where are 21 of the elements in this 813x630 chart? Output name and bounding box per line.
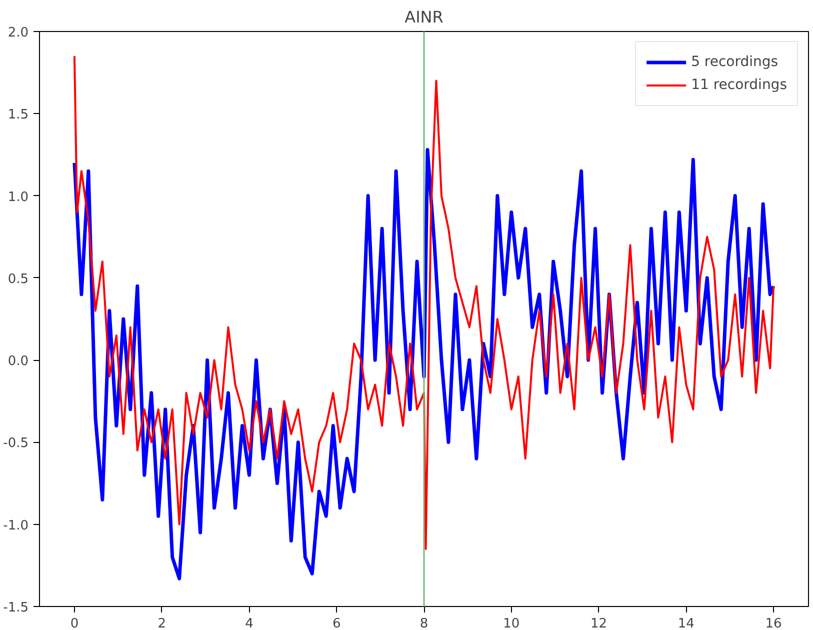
x-tick-label: 14: [678, 616, 694, 630]
x-tick-label: 4: [245, 616, 254, 630]
legend-label: 11 recordings: [691, 77, 787, 93]
y-tick-label: 2.0: [8, 26, 29, 40]
y-tick-label: 0.0: [8, 354, 29, 370]
x-tick-label: 2: [158, 616, 166, 630]
y-tick-label: 1.5: [8, 108, 29, 123]
x-tick-label: 6: [332, 616, 341, 630]
legend-label: 5 recordings: [691, 54, 778, 70]
x-tick-label: 0: [70, 616, 79, 630]
y-tick-label: -0.5: [3, 436, 29, 452]
line-series: [72, 148, 776, 580]
chart-title: AINR: [404, 8, 444, 26]
y-tick-label: -1.0: [3, 518, 29, 534]
x-tick-label: 10: [503, 616, 520, 630]
x-tick-label: 16: [765, 616, 782, 630]
y-tick-label: 0.5: [8, 272, 29, 287]
y-tick-label: 1.0: [8, 190, 29, 205]
x-tick-label: 12: [590, 616, 608, 630]
x-tick-label: 8: [420, 616, 428, 630]
y-tick-label: -1.5: [3, 600, 29, 616]
